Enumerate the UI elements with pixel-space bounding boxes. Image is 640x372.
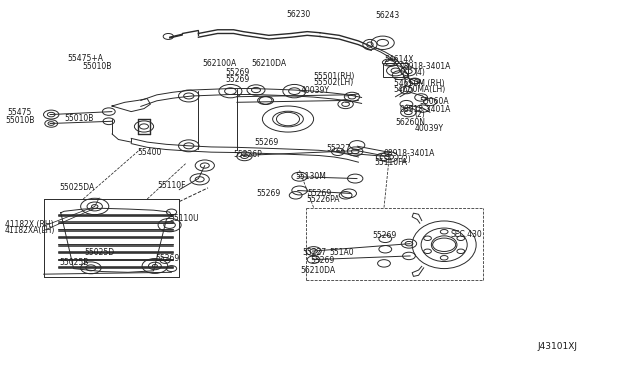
Text: 40039Y: 40039Y bbox=[415, 124, 444, 133]
Text: 56260N: 56260N bbox=[396, 118, 426, 126]
Text: 55060A: 55060A bbox=[419, 97, 449, 106]
Text: (2): (2) bbox=[400, 155, 411, 164]
Text: 55502(LH): 55502(LH) bbox=[314, 78, 354, 87]
Text: 55025D: 55025D bbox=[84, 248, 115, 257]
Text: 55501(RH): 55501(RH) bbox=[314, 72, 355, 81]
Text: 54650M (RH): 54650M (RH) bbox=[394, 79, 444, 88]
Text: 55010B: 55010B bbox=[5, 116, 35, 125]
Text: 55269: 55269 bbox=[310, 256, 335, 265]
Text: 55269: 55269 bbox=[307, 189, 332, 198]
Text: 55010B: 55010B bbox=[82, 62, 111, 71]
Text: 55226PA: 55226PA bbox=[306, 195, 339, 204]
Text: 55227: 55227 bbox=[326, 144, 351, 153]
Text: 55269: 55269 bbox=[225, 76, 250, 84]
Text: 56230: 56230 bbox=[287, 10, 311, 19]
Text: 55110FA: 55110FA bbox=[374, 158, 408, 167]
Text: 55227: 55227 bbox=[302, 248, 326, 257]
Text: 55475+A: 55475+A bbox=[67, 54, 103, 63]
Text: 55475: 55475 bbox=[8, 108, 32, 117]
Text: 55269: 55269 bbox=[255, 138, 279, 147]
Text: 55010B: 55010B bbox=[64, 114, 93, 123]
Text: 54650MA(LH): 54650MA(LH) bbox=[394, 85, 446, 94]
Text: 56210DA: 56210DA bbox=[251, 60, 286, 68]
Bar bbox=[383, 63, 408, 77]
Text: 55130M: 55130M bbox=[296, 172, 326, 181]
Text: 55110F: 55110F bbox=[157, 181, 186, 190]
Text: 56210DA: 56210DA bbox=[301, 266, 336, 275]
Text: 551A0: 551A0 bbox=[329, 248, 353, 257]
Text: 54614X: 54614X bbox=[384, 55, 413, 64]
Text: 56243: 56243 bbox=[376, 11, 400, 20]
Text: 55269: 55269 bbox=[256, 189, 280, 198]
Text: 55400: 55400 bbox=[138, 148, 162, 157]
Text: 41182X (RH): 41182X (RH) bbox=[5, 220, 54, 229]
Text: 55269: 55269 bbox=[155, 254, 179, 263]
Text: 55226P: 55226P bbox=[234, 150, 262, 158]
Text: 41182XA(LH): 41182XA(LH) bbox=[5, 226, 56, 235]
Text: 08918-3401A: 08918-3401A bbox=[400, 62, 451, 71]
Text: 08918-3401A: 08918-3401A bbox=[400, 105, 451, 114]
Text: 08918-3401A: 08918-3401A bbox=[384, 149, 435, 158]
Text: J43101XJ: J43101XJ bbox=[538, 342, 578, 351]
Text: (4): (4) bbox=[415, 68, 426, 77]
Text: 55025B: 55025B bbox=[59, 258, 88, 267]
Text: (2): (2) bbox=[415, 110, 426, 119]
Text: 40039Y: 40039Y bbox=[301, 86, 330, 94]
Text: 55269: 55269 bbox=[372, 231, 397, 240]
Text: 562100A: 562100A bbox=[202, 60, 237, 68]
Text: 55269: 55269 bbox=[225, 68, 250, 77]
Text: SEC.430: SEC.430 bbox=[451, 230, 483, 239]
Text: 55025DA: 55025DA bbox=[59, 183, 94, 192]
Text: 55110U: 55110U bbox=[170, 214, 199, 223]
